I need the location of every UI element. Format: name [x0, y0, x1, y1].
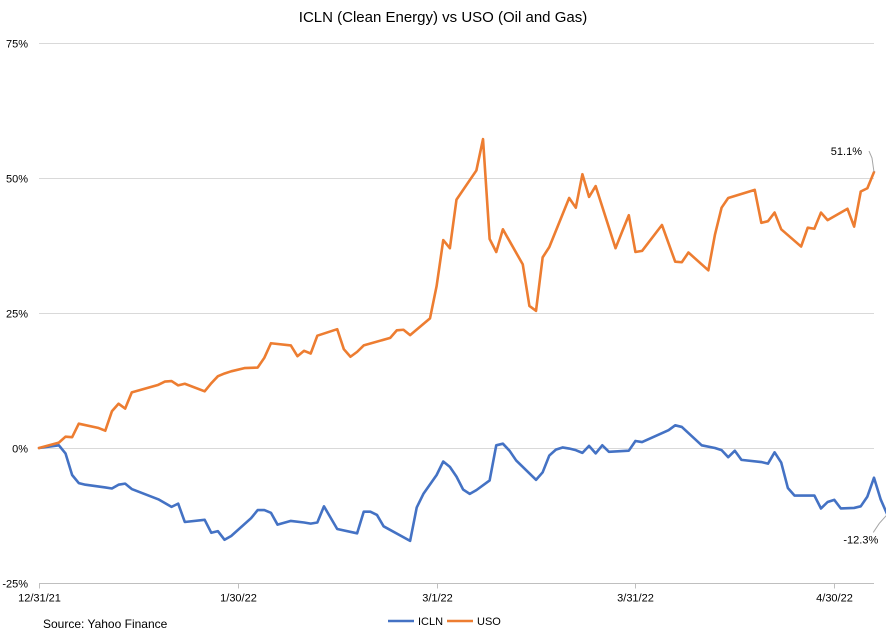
y-tick-label: 50% — [6, 174, 28, 186]
data-label-uso: 51.1% — [831, 146, 862, 158]
chart-title: ICLN (Clean Energy) vs USO (Oil and Gas) — [299, 9, 587, 26]
series-line-icln — [37, 424, 886, 543]
x-axis: 12/31/21 1/30/22 3/1/22 3/31/22 4/30/22 — [18, 583, 874, 605]
y-tick-label: -25% — [2, 579, 28, 591]
y-axis: -25% 0% 25% 50% 75% — [2, 39, 28, 591]
y-tick-label: 0% — [12, 444, 28, 456]
y-tick-label: 25% — [6, 309, 28, 321]
x-tick-label: 1/30/22 — [220, 593, 257, 605]
source-note: Source: Yahoo Finance — [43, 617, 168, 631]
legend: ICLN USO — [388, 616, 501, 628]
data-label-icln: -12.3% — [843, 534, 878, 546]
plot-area — [37, 137, 886, 543]
legend-item-icln: ICLN — [388, 616, 443, 628]
x-tick-label: 3/31/22 — [617, 593, 654, 605]
annotations: 51.1% -12.3% — [831, 146, 886, 546]
annotation-leader — [872, 515, 886, 533]
series-line-uso — [37, 137, 876, 450]
annotation-leader — [868, 150, 875, 173]
x-tick-label: 4/30/22 — [816, 593, 853, 605]
legend-item-uso: USO — [447, 616, 501, 628]
x-tick-label: 12/31/21 — [18, 593, 61, 605]
legend-label: USO — [477, 616, 501, 628]
legend-label: ICLN — [418, 616, 443, 628]
x-tick-label: 3/1/22 — [422, 593, 453, 605]
y-tick-label: 75% — [6, 39, 28, 51]
